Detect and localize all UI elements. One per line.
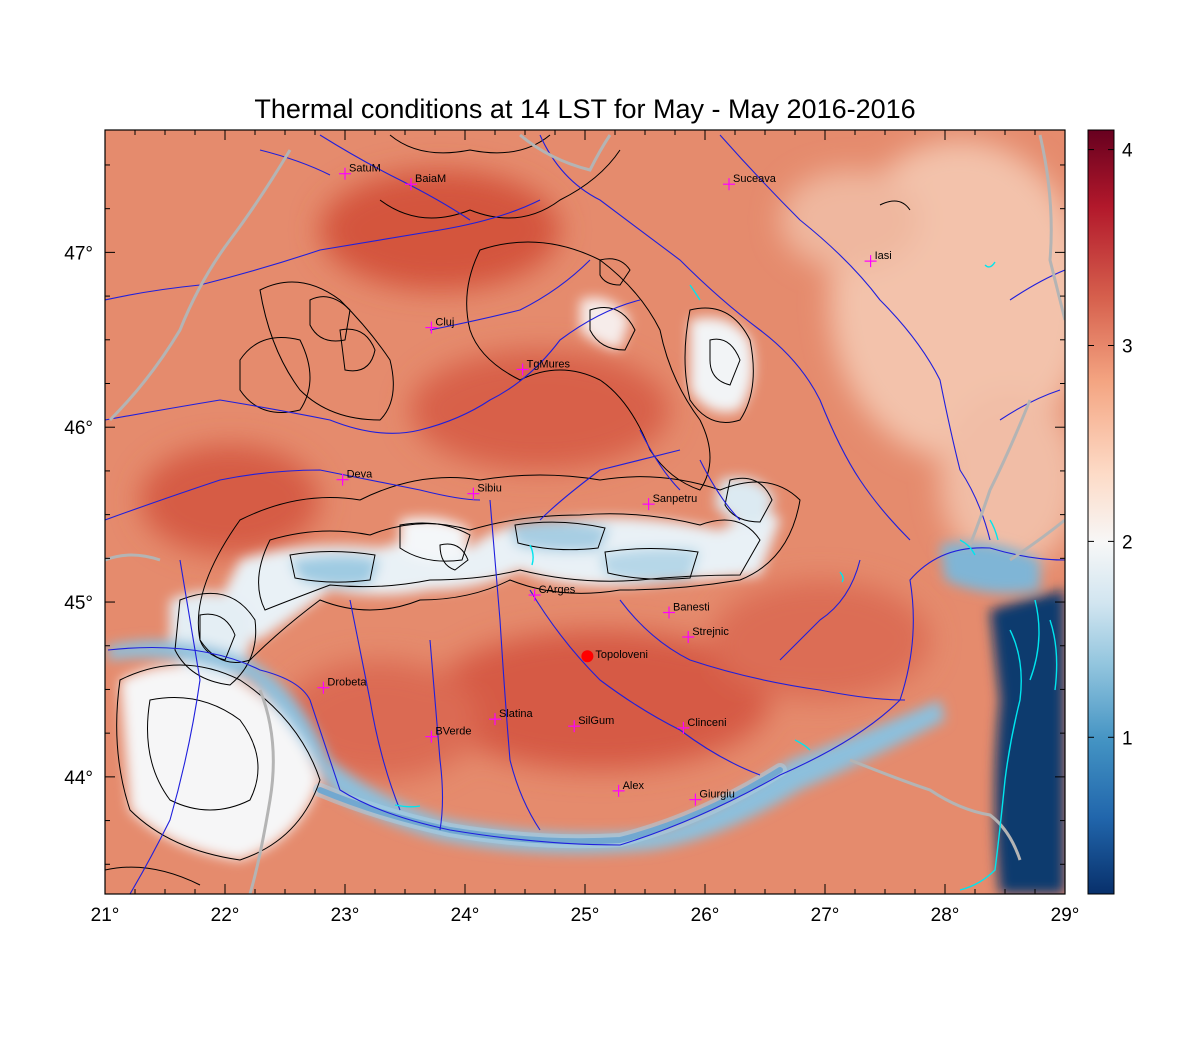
lakes-and-coast xyxy=(394,261,1058,891)
colorbar: 1 2 3 4 xyxy=(1087,129,1133,895)
country-borders xyxy=(105,133,1065,894)
city-label: Clinceni xyxy=(687,717,726,729)
colorbar-tick-label: 1 xyxy=(1122,728,1133,749)
city-bverde: BVerde xyxy=(425,726,471,743)
city-label: BVerde xyxy=(435,726,471,738)
temperature-field xyxy=(105,130,1065,894)
city-label: Iasi xyxy=(875,250,892,262)
city-silgum: SilGum xyxy=(568,715,614,733)
city-label: Alex xyxy=(623,780,645,792)
city-clinceni: Clinceni xyxy=(677,717,727,734)
city-strejnic: Strejnic xyxy=(682,626,729,644)
city-label: Strejnic xyxy=(692,626,729,638)
city-giurgiu: Giurgiu xyxy=(689,789,735,806)
x-tick-label: 27° xyxy=(811,905,840,926)
x-axis-labels: 21° 22° 23° 24° 25° 26° 27° 28° 29° xyxy=(91,905,1080,926)
map-title: Thermal conditions at 14 LST for May - M… xyxy=(254,94,915,124)
city-sibiu: Sibiu xyxy=(467,483,502,500)
x-tick-label: 29° xyxy=(1051,905,1080,926)
y-tick-label: 47° xyxy=(64,243,93,264)
city-label: SilGum xyxy=(578,715,614,727)
colorbar-tick-label: 4 xyxy=(1122,141,1133,162)
city-markers: SatuM BaiaM Suceava Iasi Cluj TgMures Deva Sibi… xyxy=(317,163,892,806)
city-label: Sanpetru xyxy=(653,493,698,505)
x-tick-label: 24° xyxy=(451,905,480,926)
colorbar-tick-label: 2 xyxy=(1122,532,1133,553)
colorbar-tick-label: 3 xyxy=(1122,336,1133,357)
city-label: Sibiu xyxy=(477,483,501,495)
city-deva: Deva xyxy=(336,469,374,486)
y-tick-label: 46° xyxy=(64,418,93,439)
city-label: BaiaM xyxy=(415,173,446,185)
x-tick-label: 21° xyxy=(91,905,120,926)
city-carges: CArges xyxy=(528,584,576,602)
station-dot-icon xyxy=(581,650,594,663)
city-label: Slatina xyxy=(499,708,534,720)
city-label: SatuM xyxy=(349,163,381,175)
city-baiam: BaiaM xyxy=(405,173,446,191)
x-tick-label: 25° xyxy=(571,905,600,926)
plot-frame xyxy=(104,129,1066,895)
city-alex: Alex xyxy=(612,780,645,797)
city-label: Giurgiu xyxy=(699,789,734,801)
x-tick-label: 26° xyxy=(691,905,720,926)
x-tick-label: 28° xyxy=(931,905,960,926)
city-label: Deva xyxy=(347,469,374,481)
city-drobeta: Drobeta xyxy=(317,677,367,694)
y-axis-labels: 44° 45° 46° 47° xyxy=(64,243,93,788)
elevation-contours xyxy=(105,134,911,886)
rivers xyxy=(105,134,1065,894)
city-iasi: Iasi xyxy=(864,250,892,268)
station-topoloveni: Topoloveni xyxy=(581,649,648,663)
city-label: CArges xyxy=(539,584,576,596)
city-banesti: Banesti xyxy=(663,602,710,619)
city-tgmures: TgMures xyxy=(516,359,571,376)
x-tick-label: 23° xyxy=(331,905,360,926)
city-label: TgMures xyxy=(527,359,571,371)
city-satum: SatuM xyxy=(339,163,381,180)
station-label: Topoloveni xyxy=(595,649,648,661)
y-tick-label: 44° xyxy=(64,768,93,789)
y-tick-label: 45° xyxy=(64,593,93,614)
city-label: Cluj xyxy=(435,317,454,329)
x-tick-label: 22° xyxy=(211,905,240,926)
city-label: Drobeta xyxy=(327,677,367,689)
city-sanpetru: Sanpetru xyxy=(642,493,698,511)
city-label: Suceava xyxy=(733,173,777,185)
city-cluj: Cluj xyxy=(425,317,454,334)
city-slatina: Slatina xyxy=(489,708,534,726)
city-suceava: Suceava xyxy=(723,173,777,191)
city-label: Banesti xyxy=(673,602,710,614)
